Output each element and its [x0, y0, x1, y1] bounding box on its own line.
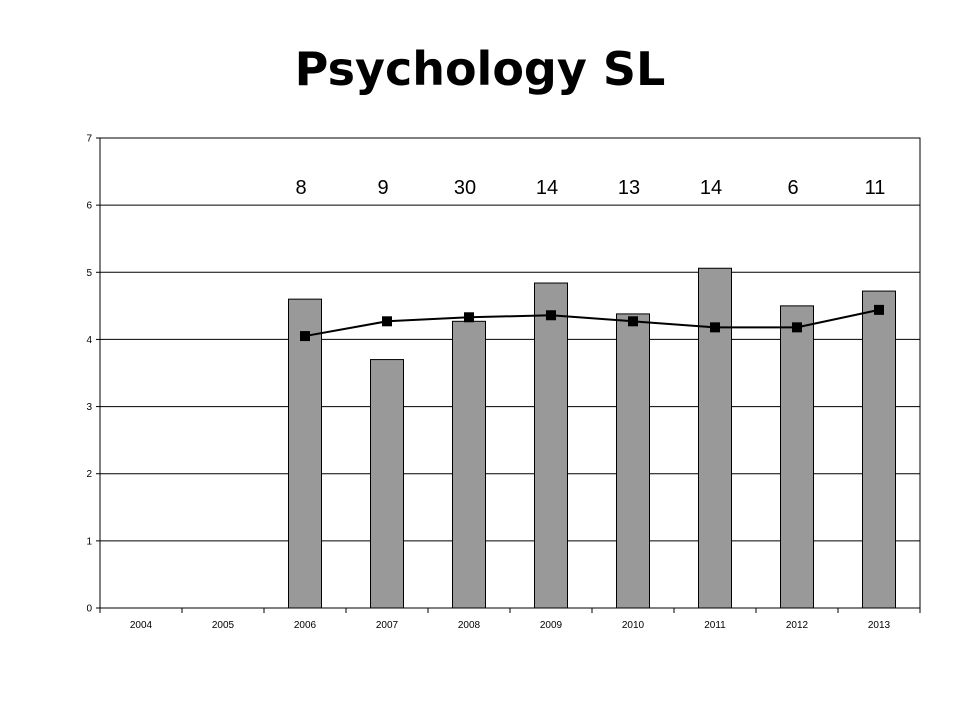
- bar: [370, 359, 404, 609]
- x-tick-label: 2004: [130, 620, 153, 631]
- y-tick-label: 3: [86, 402, 92, 413]
- line-marker: [874, 304, 884, 315]
- line-marker: [464, 312, 474, 323]
- y-tick-label: 6: [86, 201, 92, 212]
- y-tick-label: 4: [86, 335, 92, 346]
- bar: [862, 290, 896, 609]
- count-label: 9: [377, 177, 388, 199]
- line-marker: [710, 322, 720, 333]
- line-marker: [300, 331, 310, 342]
- x-tick-label: 2007: [376, 620, 399, 631]
- y-tick-label: 2: [86, 469, 92, 480]
- x-tick-label: 2005: [212, 620, 235, 631]
- line-marker: [628, 316, 638, 327]
- count-label: 30: [454, 177, 476, 199]
- bar: [452, 320, 486, 609]
- bar: [698, 267, 732, 609]
- bar: [780, 305, 814, 609]
- count-label: 8: [295, 177, 306, 199]
- x-tick-label: 2012: [786, 620, 809, 631]
- y-tick-label: 1: [86, 536, 92, 547]
- y-tick-label: 5: [86, 268, 92, 279]
- count-label: 11: [865, 177, 886, 199]
- line-marker: [382, 316, 392, 327]
- count-label: 13: [618, 177, 640, 199]
- bar: [534, 282, 568, 609]
- count-label: 14: [536, 177, 558, 199]
- x-tick-label: 2013: [868, 620, 891, 631]
- line-marker: [792, 322, 802, 333]
- count-label: 6: [787, 177, 798, 199]
- bar: [616, 313, 650, 609]
- line-marker: [546, 310, 556, 321]
- x-tick-label: 2009: [540, 620, 563, 631]
- y-tick-label: 0: [86, 604, 92, 615]
- x-tick-label: 2010: [622, 620, 645, 631]
- bar: [288, 298, 322, 609]
- chart-title: Psychology SL: [294, 42, 666, 96]
- series-line: [304, 308, 880, 338]
- count-label: 14: [700, 177, 722, 199]
- y-tick-label: 7: [86, 134, 92, 145]
- x-tick-label: 2008: [458, 620, 481, 631]
- x-tick-label: 2011: [704, 620, 726, 631]
- x-tick-label: 2006: [294, 620, 317, 631]
